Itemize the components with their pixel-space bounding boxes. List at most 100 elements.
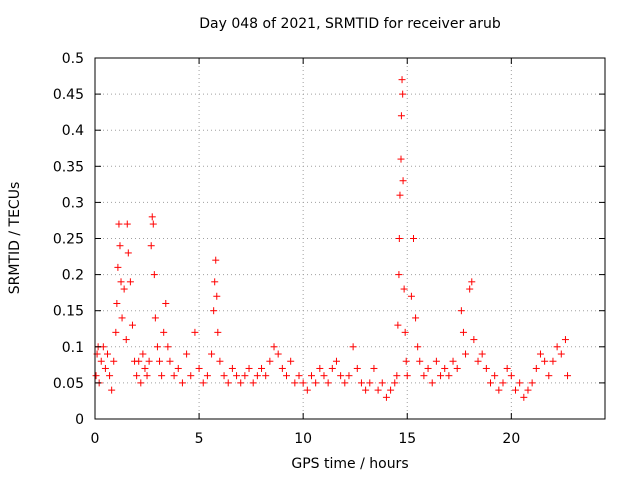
data-point — [401, 328, 409, 336]
data-point — [370, 364, 378, 372]
data-point — [135, 357, 143, 365]
data-point — [213, 292, 221, 300]
data-point — [487, 379, 495, 387]
data-point — [149, 220, 157, 228]
data-point — [124, 249, 132, 257]
data-point — [114, 263, 122, 271]
x-axis-label: GPS time / hours — [291, 456, 409, 472]
data-point — [468, 278, 476, 286]
data-point — [137, 379, 145, 387]
data-point — [216, 357, 224, 365]
data-point — [148, 213, 156, 221]
y-tick-label: 0.3 — [62, 195, 84, 211]
data-point — [398, 76, 406, 84]
data-point — [345, 372, 353, 380]
data-point — [524, 386, 532, 394]
data-point — [158, 372, 166, 380]
data-point — [211, 278, 219, 286]
data-point — [395, 235, 403, 242]
data-point — [139, 350, 147, 358]
data-point — [428, 379, 436, 387]
data-point — [516, 379, 524, 387]
data-point — [503, 364, 511, 372]
data-point — [491, 372, 499, 380]
data-point — [366, 379, 374, 387]
data-point — [395, 271, 403, 279]
data-point — [178, 379, 186, 387]
data-point — [557, 350, 565, 358]
data-point — [545, 372, 553, 380]
data-point — [412, 314, 420, 322]
data-point — [170, 372, 178, 380]
y-tick-label: 0.05 — [53, 376, 84, 392]
data-point — [110, 357, 118, 365]
data-point — [117, 278, 125, 286]
data-point — [541, 357, 549, 365]
data-point — [396, 191, 404, 199]
chart-title: Day 048 of 2021, SRMTID for receiver aru… — [199, 16, 501, 32]
data-point — [156, 357, 164, 365]
data-point — [378, 379, 386, 387]
data-point — [141, 364, 149, 372]
data-point — [303, 386, 311, 394]
x-tick-label: 10 — [294, 431, 312, 447]
data-point — [287, 357, 295, 365]
data-point — [151, 314, 159, 322]
data-point — [278, 364, 286, 372]
data-point — [399, 177, 407, 185]
data-point — [241, 372, 249, 380]
data-point — [424, 364, 432, 372]
data-point — [115, 220, 123, 228]
data-point — [400, 285, 408, 293]
y-tick-label: 0.2 — [62, 268, 84, 284]
data-point — [147, 242, 155, 250]
data-point — [210, 307, 218, 315]
data-point — [532, 364, 540, 372]
x-tick-label: 0 — [91, 431, 100, 447]
data-point — [283, 372, 291, 380]
data-point — [203, 372, 211, 380]
data-point — [499, 379, 507, 387]
data-point — [437, 372, 445, 380]
data-point — [564, 372, 572, 380]
data-point — [466, 285, 474, 293]
data-point — [393, 372, 401, 380]
data-point — [312, 379, 320, 387]
y-tick-label: 0.5 — [62, 51, 84, 67]
data-point — [409, 235, 417, 242]
data-point — [374, 386, 382, 394]
data-point — [162, 299, 170, 307]
data-point — [337, 372, 345, 380]
data-point — [253, 372, 261, 380]
data-point — [414, 343, 422, 351]
data-point — [536, 350, 544, 358]
data-point — [183, 350, 191, 358]
data-point — [403, 372, 411, 380]
data-point — [108, 386, 116, 394]
data-point — [328, 364, 336, 372]
data-point — [212, 256, 220, 264]
data-point — [199, 379, 207, 387]
data-point — [128, 321, 136, 329]
data-point — [382, 393, 390, 401]
data-point — [320, 372, 328, 380]
data-point — [353, 364, 361, 372]
data-point — [478, 350, 486, 358]
data-point — [191, 328, 199, 336]
data-point — [399, 90, 407, 98]
y-tick-label: 0.1 — [62, 340, 84, 356]
data-point — [228, 364, 236, 372]
data-point — [316, 364, 324, 372]
data-point — [459, 328, 467, 336]
data-point — [295, 372, 303, 380]
data-point — [262, 372, 270, 380]
data-point — [457, 307, 465, 315]
data-point — [528, 379, 536, 387]
data-point — [391, 379, 399, 387]
data-point — [291, 379, 299, 387]
data-point — [145, 357, 153, 365]
data-point — [445, 372, 453, 380]
data-point — [101, 364, 109, 372]
data-point — [245, 364, 253, 372]
